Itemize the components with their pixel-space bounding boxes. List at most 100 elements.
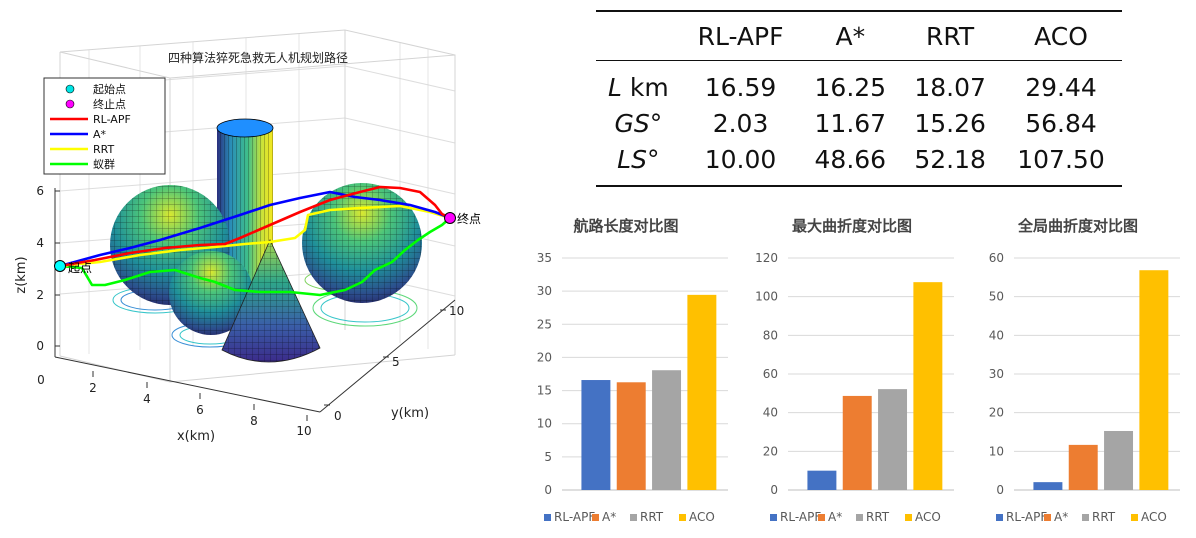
y-tick-label: 0 [334,409,342,423]
table-cell: 10.00 [680,141,801,187]
start-marker [54,260,66,272]
table-row: GS° 2.03 11.67 15.26 56.84 [596,105,1122,141]
table-corner [596,10,681,61]
y-tick-label: 30 [537,284,552,298]
legend-label: 蚁群 [93,157,115,171]
legend-swatch [1131,514,1138,521]
legend-swatch [1044,514,1051,521]
legend-swatch [996,514,1003,521]
y-tick-label: 10 [537,417,552,431]
bar-a- [616,382,646,490]
path-ant [59,217,451,297]
legend-label: ACO [689,510,715,524]
bar-rrt [878,389,908,490]
table-cell: 52.18 [900,141,1000,187]
y-tick-label: 30 [989,367,1004,381]
legend-label: RL-APF [554,510,595,524]
table-col-header: A* [800,10,901,61]
table-cell: 2.03 [712,108,769,138]
y-tick-label: 40 [989,328,1004,342]
y-tick-label: 25 [537,317,552,331]
legend-label: A* [93,128,107,141]
legend-swatch [818,514,825,521]
row-label: L km [607,72,669,102]
y-tick-label: 10 [989,444,1004,458]
legend-label: 起始点 [93,82,126,96]
legend-label: RL-APF [1006,510,1047,524]
bar-rrt [1104,430,1134,490]
chart-title: 最大曲折度对比图 [792,217,912,235]
bar-aco [1139,270,1169,490]
row-label: GS° [614,108,663,138]
bar-rl-apf [581,380,611,490]
legend-label: RL-APF [780,510,821,524]
legend-label: A* [1054,510,1068,524]
y-tick-label: 40 [763,406,778,420]
y-tick-label: 10 [449,304,464,318]
y-tick-label: 100 [755,290,778,304]
path-rl-apf [59,185,451,268]
legend-label: RRT [866,510,890,524]
legend-label: ACO [915,510,941,524]
bar-rrt [652,370,682,490]
table-cell: 16.25 [814,72,887,102]
x-tick-label: 2 [89,381,97,395]
table-cell: 29.44 [1025,72,1097,102]
legend-label: A* [828,510,842,524]
chart-title: 全局曲折度对比图 [1017,217,1138,235]
y-tick-label: 80 [763,328,778,342]
cone-obstacle [221,239,321,363]
x-axis-label: x(km) [177,429,215,444]
table-row: L km 16.59 16.25 18.07 29.44 [596,61,1122,106]
legend-swatch [856,514,863,521]
path-rrt [59,204,451,268]
legend-label: A* [602,510,616,524]
y-tick-label: 60 [763,367,778,381]
legend-swatch [770,514,777,521]
table-cell: 107.50 [1000,141,1122,187]
x-tick-label: 8 [250,414,258,428]
legend-marker [65,99,75,109]
bar-rl-apf [807,470,837,490]
table-col-header: ACO [1000,10,1122,61]
y-tick-labels: 0 5 10 [334,304,464,423]
table-col-header: RL-APF [680,10,801,61]
y-tick-label: 5 [392,355,400,369]
legend-swatch [544,514,551,521]
table-cell: 48.66 [800,141,901,187]
y-tick-label: 15 [537,384,552,398]
x-tick-label: 0 [37,373,45,387]
table-row: LS° 10.00 48.66 52.18 107.50 [596,141,1122,187]
sphere-obstacle-small [169,251,253,335]
end-marker [444,212,456,224]
y-tick-label: 20 [537,350,552,364]
legend-marker [65,84,75,94]
start-label: 起点 [68,261,92,275]
legend-label: RRT [1092,510,1116,524]
chart-title: 航路长度对比图 [573,217,678,235]
legend-label: RRT [93,143,114,156]
z-tick-label: 4 [36,236,44,250]
legend-swatch [679,514,686,521]
axis-lines [54,188,456,413]
z-axis-label: z(km) [14,256,29,293]
axis-ticks [55,190,446,421]
z-tick-labels: 0 2 4 6 [36,184,44,353]
legend-swatch [1082,514,1089,521]
bar-chart-global-tortuosity: 全局曲折度对比图 0 10 20 30 40 50 60 RL-APF A* RRT ACO [989,217,1180,524]
bar-aco [687,294,717,490]
end-label: 终点 [457,211,481,226]
sphere-obstacle-right [302,183,422,303]
bar-chart-path-length: 航路长度对比图 0 5 10 15 20 25 30 35 RL-APF A* RRT ACO [537,217,728,524]
table-cell: 56.84 [1025,108,1097,138]
table-col-header: RRT [900,10,1000,61]
y-tick-label: 0 [544,483,552,497]
row-label: LS° [596,141,681,187]
bar-aco [913,282,943,490]
x-tick-label: 4 [143,392,151,406]
y-tick-label: 120 [755,251,778,265]
legend-label: RL-APF [93,113,131,126]
table-cell: 16.59 [704,72,777,102]
legend-label: ACO [1141,510,1167,524]
